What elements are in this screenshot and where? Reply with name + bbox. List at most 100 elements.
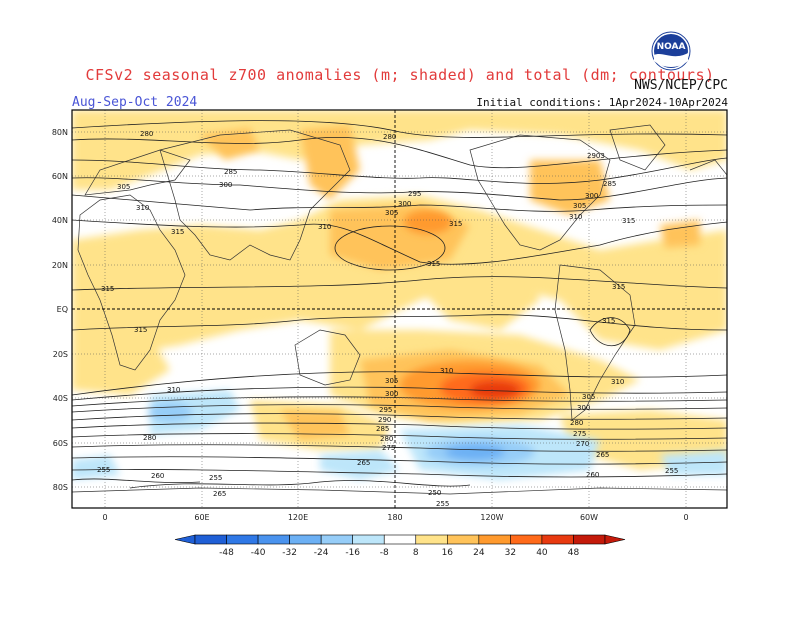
colorbar: -48 -40 -32 -24 -16 -8 8 16 24 32 40 48 [174, 534, 626, 558]
svg-text:300: 300 [398, 200, 411, 208]
svg-text:265: 265 [596, 451, 609, 459]
svg-text:255: 255 [665, 467, 678, 475]
colorbar-swatch [194, 534, 227, 545]
colorbar-tick-label: 24 [473, 548, 485, 558]
svg-text:260: 260 [151, 472, 164, 480]
colorbar-swatch [257, 534, 290, 545]
svg-text:275: 275 [573, 430, 586, 438]
lon-label: 120W [480, 513, 503, 522]
svg-text:305: 305 [385, 377, 398, 385]
svg-text:305: 305 [385, 209, 398, 217]
svg-text:315: 315 [101, 285, 114, 293]
lat-label: 80S [53, 483, 68, 492]
svg-text:310: 310 [136, 204, 149, 212]
chart-title: CFSv2 seasonal z700 anomalies (m; shaded… [85, 66, 715, 84]
colorbar-tick-label: -8 [380, 548, 389, 558]
latitude-labels: 80N 60N 40N 20N EQ 20S 40S 60S 80S [52, 128, 68, 492]
svg-text:265: 265 [213, 490, 226, 498]
svg-text:275: 275 [382, 444, 395, 452]
svg-text:310: 310 [569, 213, 582, 221]
colorbar-swatch [541, 534, 574, 545]
svg-text:290: 290 [378, 416, 391, 424]
svg-text:280: 280 [570, 419, 583, 427]
colorbar-swatch [289, 534, 322, 545]
svg-text:280: 280 [383, 133, 396, 141]
lon-label: 180 [387, 513, 402, 522]
lon-label: 0 [683, 513, 688, 522]
svg-text:310: 310 [440, 367, 453, 375]
svg-text:310: 310 [318, 223, 331, 231]
svg-text:315: 315 [612, 283, 625, 291]
svg-text:280: 280 [143, 434, 156, 442]
lon-label: 60W [580, 513, 598, 522]
colorbar-swatch [226, 534, 259, 545]
svg-text:NOAA: NOAA [657, 42, 686, 52]
lat-label: 20S [53, 350, 68, 359]
lon-label: 0 [102, 513, 107, 522]
colorbar-tick-label: 8 [413, 548, 419, 558]
colorbar-tick-label: -40 [251, 548, 266, 558]
svg-text:285: 285 [603, 180, 616, 188]
colorbar-swatch [415, 534, 448, 545]
lat-label: 40N [52, 216, 68, 225]
colorbar-swatch [352, 534, 385, 545]
colorbar-arrow-right [604, 534, 626, 545]
colorbar-arrow-left [174, 534, 196, 545]
svg-text:255: 255 [97, 466, 110, 474]
svg-text:315: 315 [622, 217, 635, 225]
svg-text:255: 255 [209, 474, 222, 482]
contour-labels: 280 280 285 305 300 295 300 305 310 315 … [97, 130, 678, 508]
colorbar-tick-label: -16 [345, 548, 360, 558]
svg-text:305: 305 [582, 393, 595, 401]
lon-label: 120E [288, 513, 308, 522]
lat-label: 80N [52, 128, 68, 137]
colorbar-swatch [320, 534, 353, 545]
colorbar-tick-label: 32 [505, 548, 516, 558]
svg-text:265: 265 [357, 459, 370, 467]
svg-text:305: 305 [573, 202, 586, 210]
svg-text:300: 300 [577, 404, 590, 412]
lat-label: 20N [52, 261, 68, 270]
colorbar-tick-label: -24 [314, 548, 329, 558]
colorbar-swatch [573, 534, 606, 545]
colorbar-tick-label: -48 [219, 548, 234, 558]
anomaly-shading [72, 110, 727, 495]
agency-label: NWS/NCEP/CPC [634, 78, 728, 93]
svg-text:280: 280 [140, 130, 153, 138]
svg-text:295: 295 [408, 190, 421, 198]
contours [72, 120, 727, 489]
colorbar-swatch [478, 534, 511, 545]
svg-text:310: 310 [167, 386, 180, 394]
svg-text:315: 315 [171, 228, 184, 236]
svg-text:285: 285 [376, 425, 389, 433]
lat-label: EQ [57, 305, 68, 314]
colorbar-swatch [383, 534, 417, 545]
lat-label: 40S [53, 394, 68, 403]
coastlines [72, 124, 727, 495]
colorbar-swatch [447, 534, 480, 545]
svg-text:300: 300 [585, 192, 598, 200]
svg-text:315: 315 [134, 326, 147, 334]
colorbar-tick-label: 16 [442, 548, 454, 558]
svg-text:315: 315 [602, 317, 615, 325]
noaa-logo-icon: NOAA [651, 31, 691, 71]
svg-text:2903: 2903 [587, 152, 605, 160]
svg-text:300: 300 [385, 390, 398, 398]
svg-text:270: 270 [576, 440, 589, 448]
svg-text:280: 280 [380, 435, 393, 443]
initial-conditions: Initial conditions: 1Apr2024-10Apr2024 [476, 96, 728, 109]
svg-text:260: 260 [586, 471, 599, 479]
svg-text:315: 315 [427, 260, 440, 268]
lat-label: 60S [53, 439, 68, 448]
colorbar-tick-label: 48 [568, 548, 580, 558]
svg-text:310: 310 [611, 378, 624, 386]
svg-text:250: 250 [428, 489, 441, 497]
svg-text:295: 295 [379, 406, 392, 414]
forecast-period: Aug-Sep-Oct 2024 [72, 95, 198, 110]
colorbar-tick-label: 40 [536, 548, 548, 558]
svg-text:315: 315 [449, 220, 462, 228]
colorbar-swatch [510, 534, 543, 545]
longitude-labels: 0 60E 120E 180 120W 60W 0 [102, 513, 688, 522]
svg-text:305: 305 [117, 183, 130, 191]
